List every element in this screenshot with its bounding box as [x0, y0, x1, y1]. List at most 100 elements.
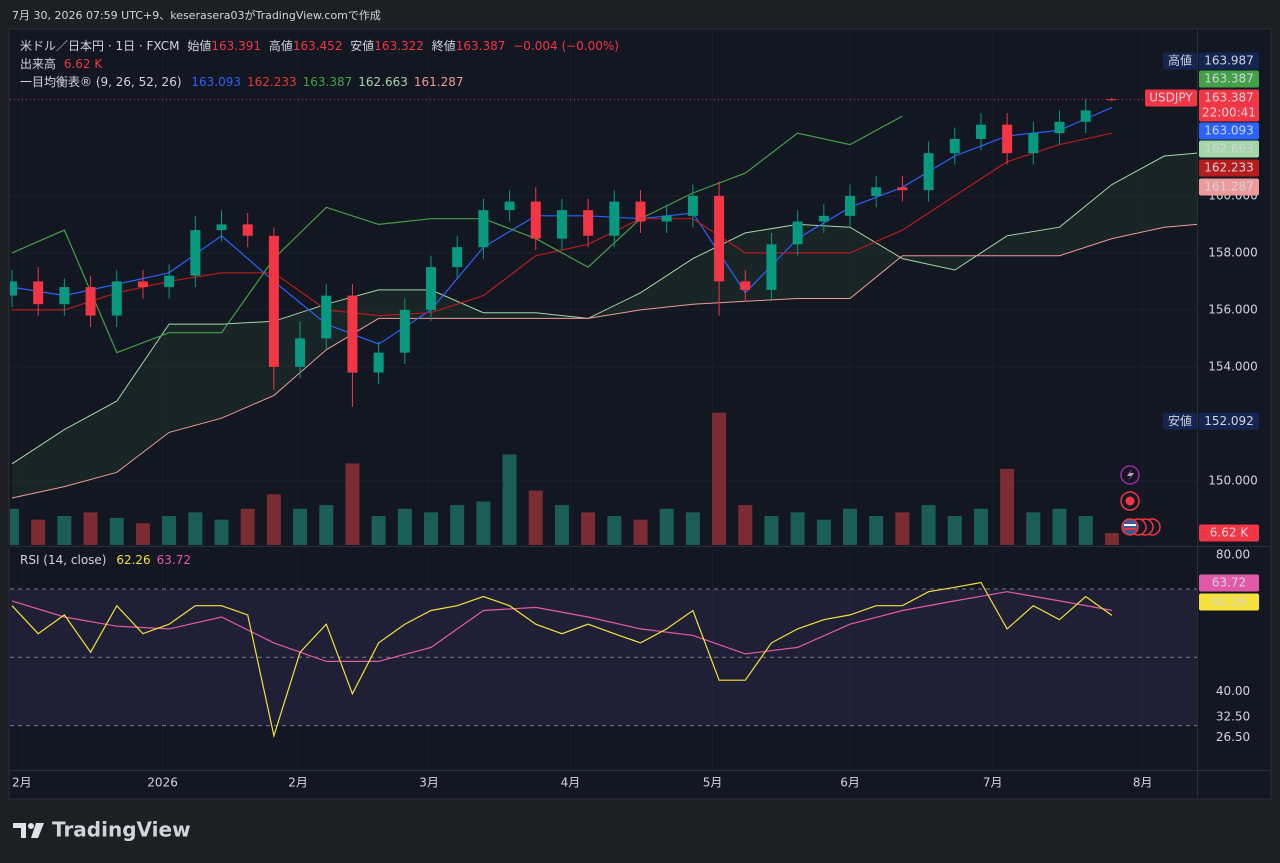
volume-bar	[581, 512, 596, 545]
volume-bar	[1026, 512, 1041, 545]
candle-body	[530, 201, 541, 239]
rsi-ma-tag-bg	[1199, 574, 1259, 592]
volume-bar	[214, 519, 229, 545]
y-tick-label: 154.000	[1208, 359, 1258, 373]
volume-bar	[843, 508, 858, 545]
volume-bar	[135, 523, 150, 545]
candle-body	[85, 287, 96, 316]
kijun-tag: 162.233	[1204, 161, 1254, 175]
candle-body	[923, 153, 934, 191]
x-tick-label: 4月	[561, 776, 581, 790]
candle-body	[556, 210, 567, 239]
symbol-tag: USDJPY	[1149, 91, 1193, 105]
ichimoku-value: 163.093	[191, 75, 241, 89]
ichimoku-value: 162.663	[358, 75, 408, 89]
volume-bar	[659, 508, 674, 545]
volume-bar	[502, 454, 517, 545]
candle-body	[137, 281, 148, 288]
candle-body	[792, 221, 803, 245]
logo-mark	[13, 823, 26, 838]
candle-body	[478, 210, 489, 248]
volume-bar	[266, 494, 281, 545]
y-tick-label: 32.50	[1216, 710, 1250, 724]
logo-mark	[31, 823, 44, 838]
volume-bar	[188, 512, 203, 545]
volume-label: 出来高	[20, 57, 56, 71]
candle-body	[766, 244, 777, 290]
y-tick-label: 156.000	[1208, 302, 1258, 316]
candle-body	[818, 215, 829, 222]
rsi-title: RSI (14, close)	[20, 553, 106, 567]
volume-bar	[764, 516, 779, 545]
volume-bar	[371, 516, 386, 545]
candle-body	[1054, 121, 1065, 134]
volume-bar	[345, 463, 360, 545]
volume-bar	[895, 512, 910, 545]
volume-tag-bg	[1199, 524, 1259, 542]
volume-bar	[240, 508, 255, 545]
high-value-bg	[1199, 52, 1259, 70]
candle-body	[426, 267, 437, 310]
price-tag-bg	[1199, 89, 1259, 122]
event-icon	[1124, 528, 1136, 530]
ohlc-value: 163.322	[374, 39, 424, 53]
x-tick-label: 3月	[419, 776, 439, 790]
volume-bar	[162, 516, 177, 545]
volume-bar	[476, 501, 491, 545]
rsi-pane	[10, 581, 1197, 739]
volume-bar	[1000, 468, 1015, 545]
ohlc-value: 163.387	[456, 39, 506, 53]
candle-body	[111, 281, 122, 316]
logo: TradingView	[13, 818, 191, 842]
tenkan-tag-bg	[1199, 122, 1259, 140]
volume-bar	[1078, 516, 1093, 545]
volume-bar	[424, 512, 439, 545]
candle-body	[975, 124, 986, 139]
volume-bar	[554, 505, 569, 545]
candle-body	[59, 287, 70, 305]
ohlc-label: 安値	[350, 38, 374, 53]
kijun-tag-bg	[1199, 159, 1259, 177]
rsi-value: 63.72	[157, 553, 191, 567]
tenkan-tag: 163.093	[1204, 124, 1254, 138]
volume-bar	[712, 412, 727, 545]
x-tick-label: 7月	[983, 776, 1003, 790]
event-icon	[1121, 518, 1139, 536]
event-icons	[1120, 465, 1161, 536]
y-tick-label: 150.000	[1208, 473, 1258, 487]
ichimoku-value: 161.287	[414, 75, 464, 89]
candle-body	[1028, 133, 1039, 154]
volume-bar	[109, 517, 124, 545]
ohlc-label: 始値	[187, 38, 211, 53]
volume-bar	[1104, 533, 1119, 545]
candle-body	[1002, 124, 1013, 154]
low-value: 152.092	[1204, 414, 1254, 428]
y-tick-label: 26.50	[1216, 730, 1250, 744]
candle-body	[1106, 99, 1117, 101]
ichimoku-value: 162.233	[247, 75, 297, 89]
span-a-tag: 162.663	[1204, 142, 1254, 156]
volume-value: 6.62 K	[64, 57, 104, 71]
rsi-line	[11, 581, 1113, 739]
event-icon	[1125, 496, 1135, 506]
chikou-tag-bg	[1199, 70, 1259, 88]
indicator-line	[11, 115, 903, 354]
candle-body	[1080, 110, 1091, 122]
price-pane	[10, 97, 1197, 545]
volume-bar	[869, 516, 884, 545]
high-label: 高値	[1168, 53, 1192, 68]
candle-body	[216, 224, 227, 231]
volume-bar	[816, 519, 831, 545]
ichimoku-value: 163.387	[303, 75, 353, 89]
x-tick-label: 2月	[288, 776, 308, 790]
symbol-tag-bg	[1145, 89, 1197, 107]
x-tick-label: 2026	[147, 776, 178, 790]
volume-bar	[57, 516, 72, 545]
symbol: 米ドル／日本円 · 1日 · FXCM	[20, 39, 180, 53]
candle-body	[871, 187, 882, 196]
low-value-bg	[1199, 412, 1259, 430]
candle-body	[268, 235, 279, 367]
candle-body	[242, 224, 253, 236]
chart-frame	[8, 28, 1272, 800]
